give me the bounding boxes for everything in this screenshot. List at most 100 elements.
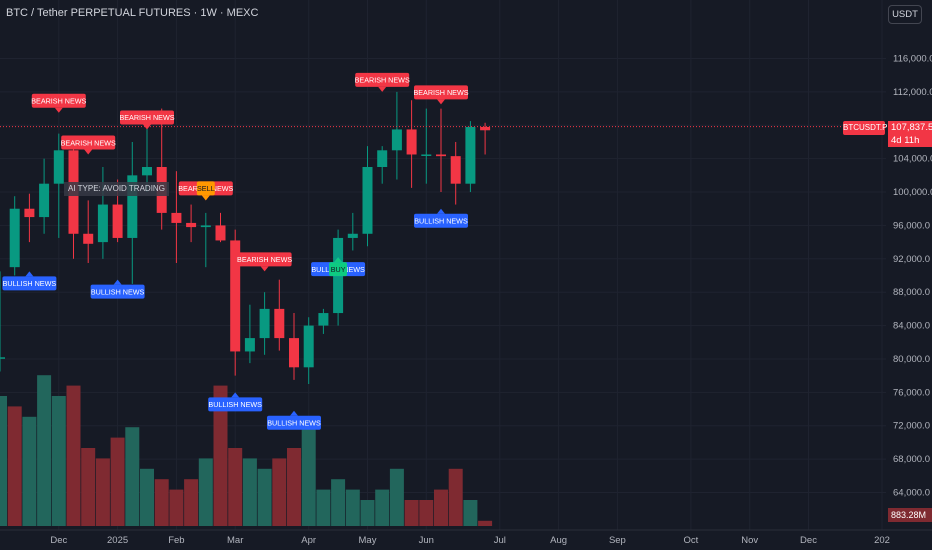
volume-bar bbox=[404, 500, 419, 526]
bear-signal: BEARISH NEWS bbox=[355, 72, 410, 92]
volume-bar bbox=[66, 385, 81, 526]
candle-body bbox=[347, 233, 358, 238]
time-scale-bg bbox=[0, 530, 886, 550]
x-tick-label: Dec bbox=[50, 535, 67, 546]
volume-bar bbox=[0, 396, 7, 526]
volume-bar bbox=[434, 489, 448, 526]
signal-text: BUY bbox=[331, 265, 346, 274]
y-tick-label: 112,000.0 bbox=[893, 87, 932, 98]
volume-bar bbox=[184, 479, 199, 526]
volume-bar bbox=[37, 375, 52, 526]
candle-body bbox=[406, 129, 417, 155]
candle-body bbox=[436, 154, 446, 157]
candle-body bbox=[289, 338, 299, 368]
x-tick-label: Apr bbox=[301, 535, 316, 546]
volume-bar bbox=[331, 479, 346, 526]
y-tick-label: 92,000.0 bbox=[893, 254, 930, 265]
candle-body bbox=[274, 308, 285, 339]
y-tick-label: 76,000.0 bbox=[893, 387, 930, 398]
volume-bar bbox=[198, 458, 213, 526]
volume-bar bbox=[360, 500, 375, 526]
y-tick-label: 116,000.0 bbox=[893, 54, 932, 65]
volume-bar bbox=[316, 489, 331, 526]
bull-signal: BULLISH NEWS bbox=[267, 410, 321, 430]
signal-text: BEARISH NEWS bbox=[61, 138, 116, 147]
volume-bar bbox=[272, 458, 287, 526]
volume-bar bbox=[7, 406, 22, 526]
signal-text: BULLISH NEWS bbox=[3, 279, 57, 288]
volume-bar bbox=[95, 458, 110, 526]
x-tick-label: Mar bbox=[227, 535, 243, 546]
volume-bar bbox=[242, 458, 257, 526]
x-tick-label: 2025 bbox=[107, 535, 128, 546]
candle-body bbox=[112, 204, 123, 238]
chart-title: BTC / Tether PERPETUAL FUTURES · 1W · ME… bbox=[6, 7, 259, 19]
volume-bar bbox=[154, 479, 169, 526]
y-tick-label: 100,000.0 bbox=[893, 187, 932, 198]
candle-body bbox=[9, 208, 20, 268]
bull-signal: BULLISH NEWS bbox=[414, 208, 468, 228]
candle-body bbox=[230, 240, 241, 352]
volume-bar bbox=[110, 437, 125, 526]
candle-body bbox=[465, 126, 476, 184]
candle-body bbox=[142, 167, 152, 176]
volume-bars bbox=[0, 375, 493, 526]
signal-text: BEARISH NEWS bbox=[355, 76, 410, 85]
volume-bar bbox=[169, 489, 184, 526]
candle-body bbox=[53, 150, 64, 184]
x-tick-label: 202 bbox=[874, 535, 890, 546]
candle-body bbox=[377, 150, 388, 167]
candle-body bbox=[259, 308, 270, 339]
candle-body bbox=[421, 154, 432, 156]
last-price-tag: 107,837.5 4d 11h bbox=[888, 121, 932, 147]
candle-body bbox=[97, 204, 108, 243]
time-axis: Dec 2025 Feb Mar Apr May Jun Jul Aug Sep Oct Nov Dec… bbox=[50, 535, 890, 546]
volume-bar bbox=[375, 489, 390, 526]
volume-bar bbox=[389, 468, 404, 526]
volume-bar bbox=[419, 500, 434, 526]
candle-body bbox=[362, 167, 373, 234]
candle-body bbox=[186, 222, 197, 228]
volume-bar bbox=[345, 489, 360, 526]
candle-body bbox=[171, 212, 182, 223]
candle-body bbox=[318, 313, 329, 326]
candle-body bbox=[0, 357, 5, 359]
x-tick-label: Jul bbox=[494, 535, 506, 546]
candle-body bbox=[200, 225, 211, 228]
x-tick-label: Aug bbox=[550, 535, 567, 546]
x-tick-label: May bbox=[359, 535, 377, 546]
signal-text: BULLISH NEWS bbox=[267, 419, 321, 428]
volume-bar bbox=[22, 416, 37, 526]
y-tick-label: 64,000.0 bbox=[893, 488, 930, 499]
volume-bar bbox=[463, 500, 478, 526]
candle-body bbox=[83, 233, 94, 244]
volume-bar bbox=[125, 427, 140, 526]
volume-bar bbox=[301, 416, 316, 526]
volume-bar bbox=[81, 448, 96, 526]
signal-text: BULLISH NEWS bbox=[208, 400, 262, 409]
y-tick-label: 72,000.0 bbox=[893, 421, 930, 432]
last-price-value: 107,837.5 bbox=[891, 122, 932, 133]
bull-signal: BULLISH NEWS bbox=[208, 392, 263, 412]
x-tick-label: Nov bbox=[741, 535, 758, 546]
bull-signal: BULLISH NEWS bbox=[90, 279, 145, 299]
signal-text: BULLISH NEWS bbox=[414, 217, 468, 226]
bear-signal: BEARISH NEWS bbox=[31, 93, 87, 113]
candle-body bbox=[480, 126, 491, 131]
avoid-trading-label: AI TYPE: AVOID TRADING bbox=[64, 182, 169, 196]
x-tick-label: Sep bbox=[609, 535, 626, 546]
x-tick-label: Jun bbox=[419, 535, 434, 546]
price-scale-bg bbox=[886, 0, 932, 550]
candle-body bbox=[127, 175, 138, 238]
sell-signal: SELL bbox=[196, 181, 215, 201]
y-tick-label: 104,000.0 bbox=[893, 154, 932, 165]
candle-body bbox=[450, 156, 461, 184]
y-tick-label: 88,000.0 bbox=[893, 287, 930, 298]
signal-text: BEARISH NEWS bbox=[119, 113, 174, 122]
volume-bar bbox=[213, 385, 228, 526]
x-tick-label: Feb bbox=[168, 535, 184, 546]
currency-button[interactable]: USDT bbox=[888, 5, 922, 24]
bear-signal: BEARISH NEWS bbox=[237, 252, 292, 272]
signal-text: SELL bbox=[197, 184, 215, 193]
